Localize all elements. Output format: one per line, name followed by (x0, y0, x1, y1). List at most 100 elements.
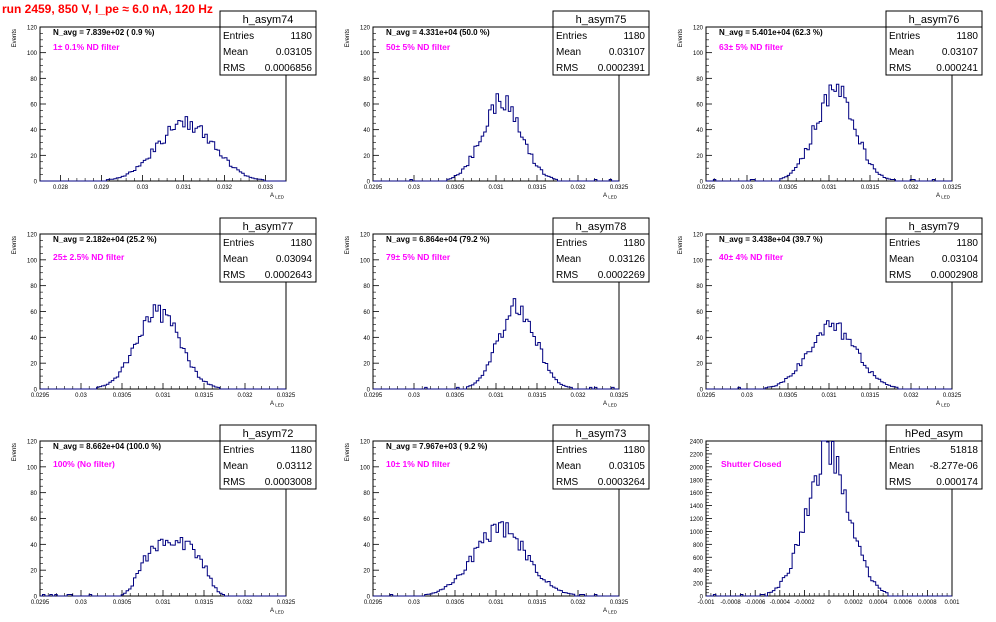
h_asym72-ytick-label: 20 (30, 569, 37, 575)
h_asym72-xtick-label: 0.032 (237, 600, 253, 606)
h_asym79-stats-value: 0.0002908 (931, 270, 979, 281)
hPed_asym-ytick-label: 600 (693, 556, 704, 562)
hPed_asym-xtick-label: 0.0008 (918, 600, 937, 606)
h_asym77-ytick-label: 120 (27, 233, 38, 239)
h_asym75-ytick-label: 120 (360, 26, 371, 32)
h_asym73-ytick-label: 0 (367, 595, 371, 601)
h_asym76-stats-value: 0.03107 (942, 47, 979, 58)
h_asym76-xtick-label: 0.031 (821, 185, 837, 191)
h_asym75-ytick-label: 60 (363, 103, 370, 109)
hPed_asym-ytick-label: 0 (700, 595, 704, 601)
h_asym77-filter-text: 25± 2.5% ND filter (53, 252, 125, 262)
h_asym79-navg-text: N_avg = 3.438e+04 (39.7 %) (719, 235, 823, 244)
h_asym74-stats-title: h_asym74 (243, 14, 294, 26)
h_asym72-ytick-label: 120 (27, 440, 38, 446)
h_asym77-xlabel: A LED (270, 401, 285, 408)
h_asym74-stats-value: 1180 (290, 31, 312, 42)
h_asym74-ytick-label: 20 (30, 154, 37, 160)
hPed_asym-filter-text: Shutter Closed (721, 459, 781, 469)
h_asym79-stats-box (885, 233, 983, 283)
h_asym78-ytick-label: 20 (363, 362, 370, 368)
h_asym79-stats-label: Entries (889, 238, 920, 249)
h_asym75-stats-box (552, 26, 650, 76)
h_asym77-stats-label: Mean (223, 254, 248, 265)
h_asym72-stats-label: Entries (223, 445, 254, 456)
h_asym72-stats-value: 1180 (290, 445, 312, 456)
h_asym78-ytick-label: 80 (363, 284, 370, 290)
h_asym76-stats-label: Entries (889, 31, 920, 42)
h_asym76-ytick-label: 0 (700, 180, 704, 186)
h_asym75-ytick-label: 80 (363, 77, 370, 83)
h_asym78-stats-box (552, 233, 650, 283)
h_asym75-stats-label: Mean (556, 47, 581, 58)
hPed_asym-ytick-label: 2000 (690, 465, 704, 471)
h_asym72-ytick-label: 0 (34, 595, 38, 601)
h_asym75-stats-value: 0.03107 (609, 47, 646, 58)
h_asym72-filter-text: 100% (No filter) (53, 459, 115, 469)
h_asym74-ylabel: Events (12, 29, 18, 47)
h_asym76-xtick-label: 0.0325 (943, 185, 962, 191)
h_asym79-xtick-label: 0.031 (821, 393, 837, 399)
hPed_asym-stats-label: Mean (889, 461, 914, 472)
h_asym76-histogram-line (706, 83, 952, 182)
h_asym75-ytick-label: 100 (360, 51, 371, 57)
h_asym78-xtick-label: 0.0315 (528, 393, 547, 399)
h_asym72-stats-box (219, 440, 317, 490)
h_asym77-ytick-label: 20 (30, 362, 37, 368)
h_asym73-xtick-label: 0.0325 (610, 600, 629, 606)
hPed_asym-stats-title: hPed_asym (905, 428, 963, 440)
h_asym75-stats-label: RMS (556, 63, 579, 74)
h_asym78-xtick-label: 0.03 (408, 393, 420, 399)
h_asym72-xtick-label: 0.0295 (31, 600, 50, 606)
h_asym72-xtick-label: 0.0305 (113, 600, 132, 606)
h_asym76-stats-value: 1180 (956, 31, 978, 42)
h_asym76-xtick-label: 0.032 (903, 185, 919, 191)
h_asym79-ytick-label: 60 (696, 310, 703, 316)
h_asym75-xtick-label: 0.0305 (446, 185, 465, 191)
h_asym72-stats-label: RMS (223, 477, 246, 488)
hPed_asym-ytick-label: 1800 (690, 478, 704, 484)
h_asym79-ytick-label: 20 (696, 362, 703, 368)
h_asym78-stats-value: 0.0002269 (598, 270, 646, 281)
h_asym74-stats-value: 0.0006856 (265, 63, 313, 74)
h_asym74-stats-label: Entries (223, 31, 254, 42)
h_asym73-histogram-line (373, 521, 619, 597)
hPed_asym-stats-label: Entries (889, 445, 920, 456)
h_asym77-xtick-label: 0.032 (237, 393, 253, 399)
h_asym77-stats-box (219, 233, 317, 283)
h_asym77-xtick-label: 0.0315 (195, 393, 214, 399)
h_asym79-stats-label: Mean (889, 254, 914, 265)
h_asym78-histogram-line (373, 298, 619, 390)
h_asym76-stats-label: Mean (889, 47, 914, 58)
h_asym78-xtick-label: 0.0295 (364, 393, 383, 399)
h_asym76-xtick-label: 0.03 (741, 185, 753, 191)
h_asym79-xtick-label: 0.0315 (861, 393, 880, 399)
h_asym79-xtick-label: 0.0325 (943, 393, 962, 399)
h_asym73-stats-label: Mean (556, 461, 581, 472)
h_asym73-ytick-label: 60 (363, 517, 370, 523)
hPed_asym-ytick-label: 2400 (690, 440, 704, 446)
h_asym77-ytick-label: 100 (27, 258, 38, 264)
h_asym76-ytick-label: 20 (696, 154, 703, 160)
h_asym75-stats-title: h_asym75 (576, 14, 627, 26)
h_asym78-xtick-label: 0.0305 (446, 393, 465, 399)
h_asym75-ytick-label: 40 (363, 128, 370, 134)
h_asym79-xtick-label: 0.0305 (779, 393, 798, 399)
h_asym73-xtick-label: 0.032 (570, 600, 586, 606)
h_asym74-filter-text: 1± 0.1% ND filter (53, 42, 120, 52)
h_asym74-ytick-label: 60 (30, 103, 37, 109)
h_asym74-ytick-label: 120 (27, 26, 38, 32)
h_asym77-xtick-label: 0.03 (75, 393, 87, 399)
h_asym79-histogram-line (706, 320, 952, 390)
h_asym74-xtick-label: 0.031 (176, 185, 192, 191)
h_asym79-xtick-label: 0.03 (741, 393, 753, 399)
h_asym75-ytick-label: 20 (363, 154, 370, 160)
h_asym76-ytick-label: 100 (693, 51, 704, 57)
h_asym73-xtick-label: 0.031 (488, 600, 504, 606)
h_asym72-stats-label: Mean (223, 461, 248, 472)
h_asym74-ytick-label: 0 (34, 180, 38, 186)
h_asym75-xtick-label: 0.0315 (528, 185, 547, 191)
h_asym72-stats-title: h_asym72 (243, 428, 294, 440)
hPed_asym-ytick-label: 1000 (690, 530, 704, 536)
